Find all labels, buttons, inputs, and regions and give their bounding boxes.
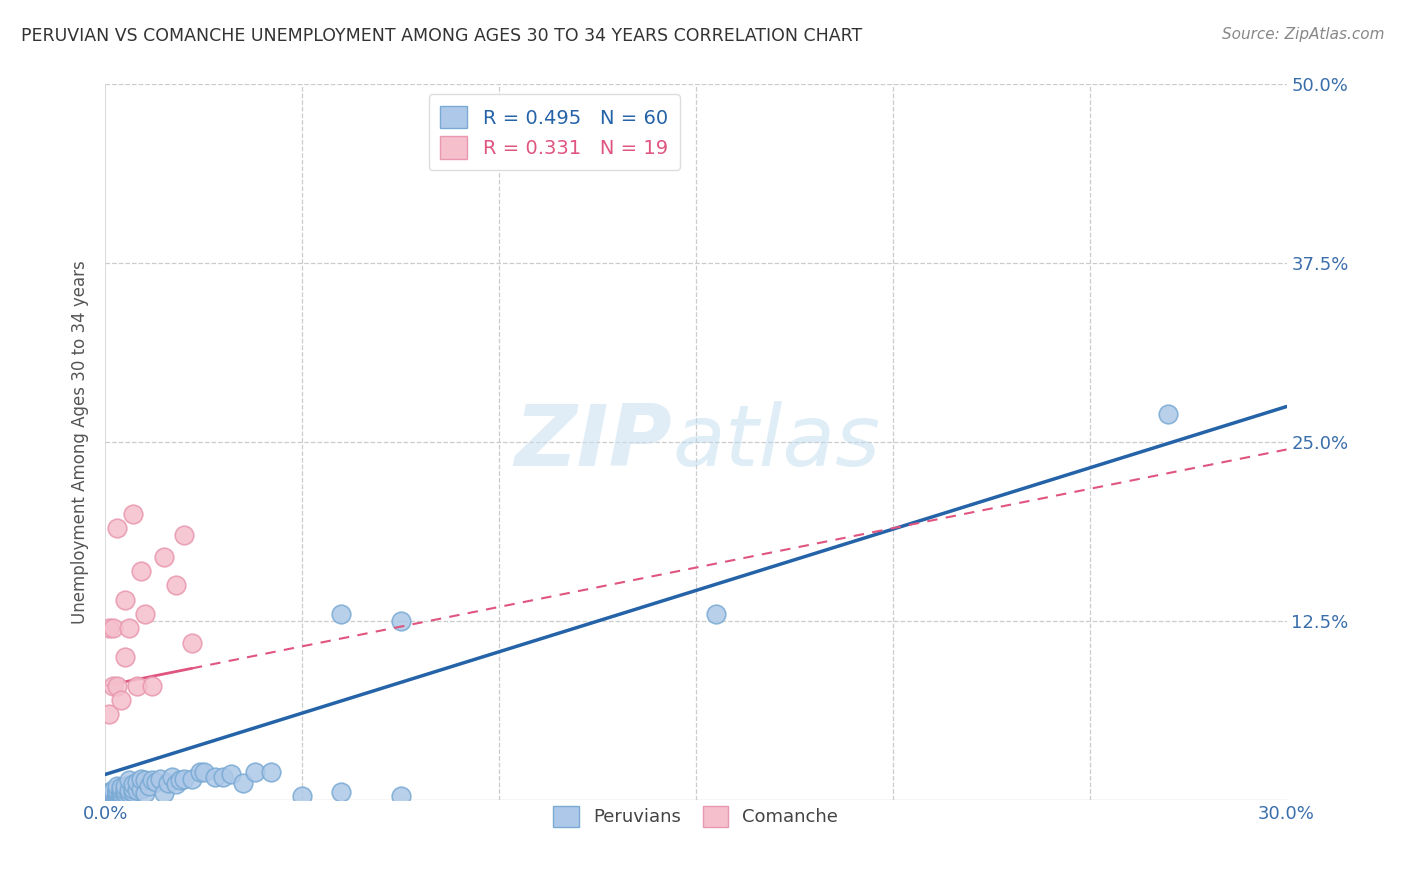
Point [157,776,180,790]
Point [105,521,128,535]
Point [105,788,128,802]
Point [204,770,226,784]
Point [291,789,314,803]
Text: Source: ZipAtlas.com: Source: ZipAtlas.com [1222,27,1385,42]
Point [110,789,132,803]
Point [101,788,124,802]
Point [98,788,121,802]
Point [259,764,281,779]
Point [153,549,176,564]
Point [134,786,156,800]
Point [188,764,211,779]
Point [121,781,143,796]
Point [519,135,541,149]
Point [243,764,266,779]
Legend: Peruvians, Comanche: Peruvians, Comanche [547,799,845,834]
Point [173,528,195,542]
Point [98,622,121,636]
Point [232,776,254,790]
Text: PERUVIAN VS COMANCHE UNEMPLOYMENT AMONG AGES 30 TO 34 YEARS CORRELATION CHART: PERUVIAN VS COMANCHE UNEMPLOYMENT AMONG … [21,27,862,45]
Point [141,679,163,693]
Point [110,783,132,797]
Point [1157,407,1180,421]
Point [114,783,136,797]
Point [98,707,121,722]
Point [98,784,121,798]
Text: atlas: atlas [672,401,880,483]
Point [129,772,152,786]
Point [160,770,183,784]
Point [165,578,187,592]
Point [110,788,132,802]
Point [145,774,167,789]
Y-axis label: Unemployment Among Ages 30 to 34 years: Unemployment Among Ages 30 to 34 years [72,260,89,624]
Point [180,636,202,650]
Point [105,783,128,797]
Point [114,592,136,607]
Point [193,764,215,779]
Point [704,607,727,621]
Point [110,780,132,795]
Point [114,650,136,665]
Point [105,786,128,800]
Point [118,622,141,636]
Point [114,788,136,802]
Point [134,607,156,621]
Point [173,772,195,786]
Text: ZIP: ZIP [515,401,672,483]
Point [101,789,124,803]
Point [125,783,148,797]
Point [153,786,176,800]
Point [114,786,136,800]
Point [114,779,136,793]
Point [121,777,143,791]
Point [149,772,172,786]
Point [101,679,124,693]
Point [165,777,187,791]
Point [118,786,141,800]
Point [118,773,141,788]
Point [134,773,156,788]
Point [330,607,353,621]
Point [101,622,124,636]
Point [98,786,121,800]
Point [110,693,132,707]
Point [118,783,141,797]
Point [129,564,152,578]
Point [101,783,124,797]
Point [105,784,128,798]
Point [169,773,191,788]
Point [138,779,160,793]
Point [219,767,242,781]
Point [98,789,121,803]
Point [110,786,132,800]
Point [101,786,124,800]
Point [389,614,412,628]
Point [105,779,128,793]
Point [330,784,353,798]
Point [121,507,143,521]
Point [389,789,412,803]
Point [105,679,128,693]
Point [125,774,148,789]
Point [101,784,124,798]
Point [125,679,148,693]
Point [129,781,152,796]
Point [212,770,235,784]
Point [141,773,163,788]
Point [121,784,143,798]
Point [105,789,128,803]
Point [180,772,202,786]
